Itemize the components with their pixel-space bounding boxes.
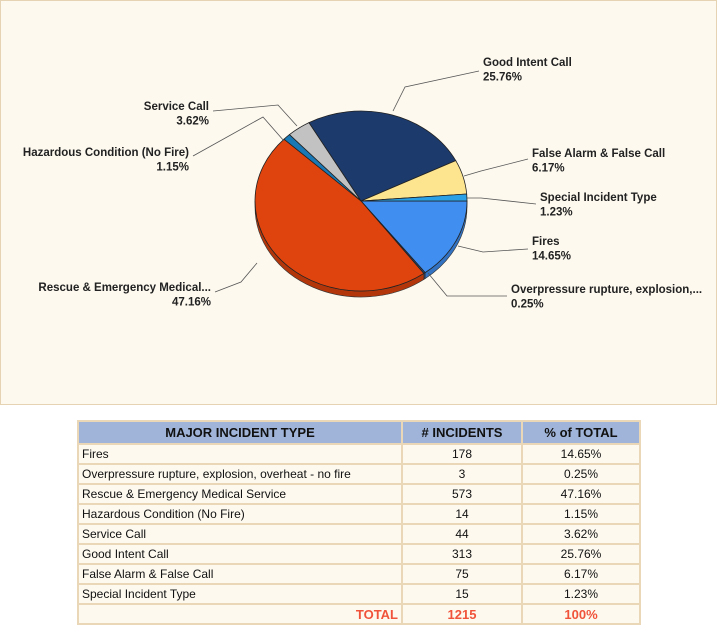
slice-label: Service Call bbox=[144, 101, 209, 113]
table-row: Rescue & Emergency Medical Service 573 47.… bbox=[77, 483, 641, 505]
slice-percent-label: 6.17% bbox=[532, 163, 565, 175]
pie-slice bbox=[254, 138, 425, 292]
leader-line bbox=[427, 272, 507, 297]
cell-type: Special Incident Type bbox=[77, 583, 403, 605]
cell-percent: 0.25% bbox=[521, 463, 641, 485]
table-row: Special Incident Type 15 1.23% bbox=[77, 583, 641, 605]
table-row: Service Call 44 3.62% bbox=[77, 523, 641, 545]
cell-percent: 1.15% bbox=[521, 503, 641, 525]
leader-line bbox=[392, 70, 480, 112]
cell-incidents: 573 bbox=[401, 483, 523, 505]
leader-line bbox=[214, 262, 258, 293]
table-row: Good Intent Call 313 25.76% bbox=[77, 543, 641, 565]
cell-incidents: 313 bbox=[401, 543, 523, 565]
table-row: False Alarm & False Call 75 6.17% bbox=[77, 563, 641, 585]
cell-type: Good Intent Call bbox=[77, 543, 403, 565]
table-total-row: TOTAL 1215 100% bbox=[77, 603, 641, 625]
cell-incidents: 178 bbox=[401, 443, 523, 465]
slice-label: False Alarm & False Call bbox=[532, 148, 665, 160]
leader-line bbox=[467, 197, 537, 205]
cell-type: Service Call bbox=[77, 523, 403, 545]
slice-label: Special Incident Type bbox=[540, 192, 657, 204]
cell-type: Fires bbox=[77, 443, 403, 465]
pie-chart-panel: Fires 14.65% Overpressure rupture, explosi… bbox=[0, 0, 717, 405]
cell-percent: 6.17% bbox=[521, 563, 641, 585]
cell-type: Hazardous Condition (No Fire) bbox=[77, 503, 403, 525]
cell-incidents: 44 bbox=[401, 523, 523, 545]
slice-percent-label: 14.65% bbox=[532, 251, 571, 263]
leader-line bbox=[192, 116, 285, 157]
total-incidents: 1215 bbox=[401, 603, 523, 625]
leader-line bbox=[457, 245, 529, 253]
cell-incidents: 75 bbox=[401, 563, 523, 585]
cell-type: False Alarm & False Call bbox=[77, 563, 403, 585]
pie-slice bbox=[360, 193, 468, 202]
cell-percent: 1.23% bbox=[521, 583, 641, 605]
cell-incidents: 3 bbox=[401, 463, 523, 485]
slice-label: Good Intent Call bbox=[483, 57, 572, 69]
slice-label: Hazardous Condition (No Fire) bbox=[23, 147, 189, 159]
slice-percent-label: 47.16% bbox=[172, 297, 211, 309]
slice-label: Fires bbox=[532, 236, 560, 248]
total-percent: 100% bbox=[521, 603, 641, 625]
table-row: Overpressure rupture, explosion, overhea… bbox=[77, 463, 641, 485]
pie-slice bbox=[308, 110, 457, 202]
cell-incidents: 14 bbox=[401, 503, 523, 525]
table-row: Hazardous Condition (No Fire) 14 1.15% bbox=[77, 503, 641, 525]
slice-percent-label: 3.62% bbox=[176, 116, 209, 128]
header-incidents: # INCIDENTS bbox=[401, 420, 523, 445]
slice-percent-label: 1.23% bbox=[540, 207, 573, 219]
slice-percent-label: 0.25% bbox=[511, 299, 544, 311]
total-label: TOTAL bbox=[77, 603, 403, 625]
slice-label: Overpressure rupture, explosion,... bbox=[511, 284, 702, 296]
cell-type: Overpressure rupture, explosion, overhea… bbox=[77, 463, 403, 485]
cell-type: Rescue & Emergency Medical Service bbox=[77, 483, 403, 505]
pie-chart: Fires 14.65% Overpressure rupture, explosi… bbox=[23, 57, 702, 311]
cell-percent: 47.16% bbox=[521, 483, 641, 505]
table-header-row: MAJOR INCIDENT TYPE # INCIDENTS % of TOT… bbox=[77, 420, 641, 445]
leader-line bbox=[463, 158, 529, 177]
table-row: Fires 178 14.65% bbox=[77, 443, 641, 465]
cell-percent: 3.62% bbox=[521, 523, 641, 545]
pie-slice bbox=[360, 200, 468, 274]
cell-incidents: 15 bbox=[401, 583, 523, 605]
slice-percent-label: 25.76% bbox=[483, 72, 522, 84]
slice-label: Rescue & Emergency Medical... bbox=[38, 282, 211, 294]
leader-line bbox=[212, 104, 298, 127]
header-type: MAJOR INCIDENT TYPE bbox=[77, 420, 403, 445]
header-percent: % of TOTAL bbox=[521, 420, 641, 445]
cell-percent: 25.76% bbox=[521, 543, 641, 565]
incident-table: MAJOR INCIDENT TYPE # INCIDENTS % of TOT… bbox=[77, 420, 641, 625]
slice-percent-label: 1.15% bbox=[156, 162, 189, 174]
cell-percent: 14.65% bbox=[521, 443, 641, 465]
